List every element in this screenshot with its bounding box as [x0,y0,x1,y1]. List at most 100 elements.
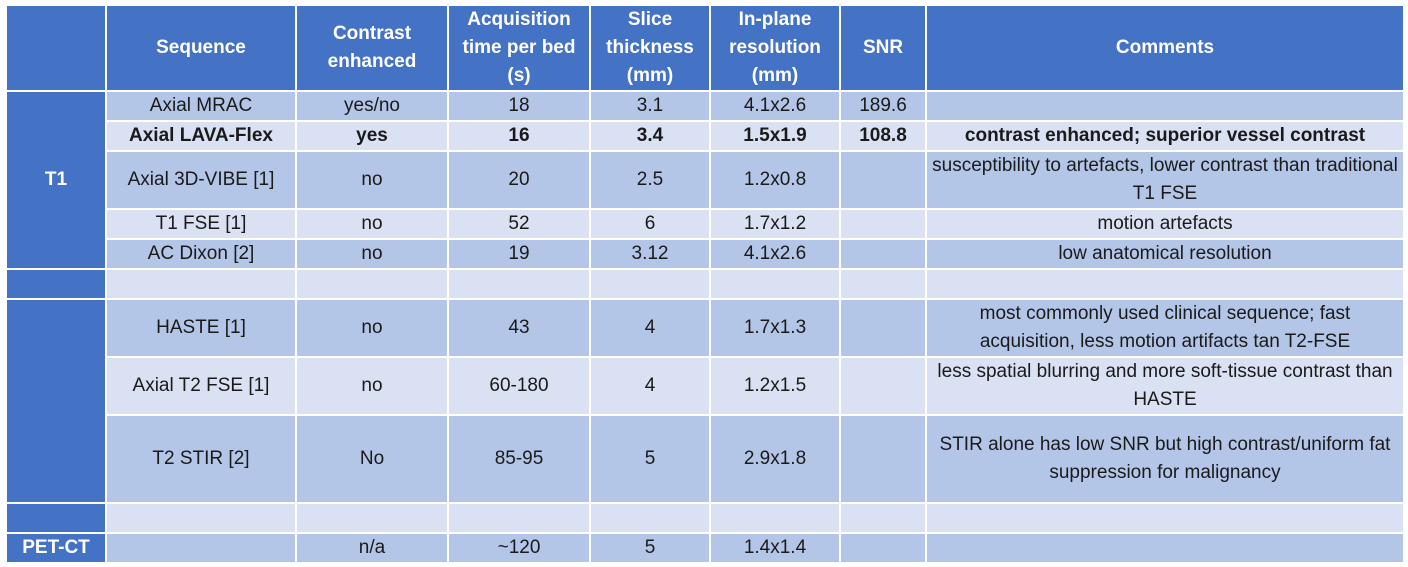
cell-resolution: 4.1x2.6 [709,238,841,270]
cell-resolution: 1.7x1.2 [709,208,841,240]
cell-resolution: 2.9x1.8 [709,414,841,504]
header-sequence: Sequence [105,4,297,92]
cell-comments: low anatomical resolution [925,238,1405,270]
cell-acquisition-time: 18 [447,90,591,122]
cell-comments: motion artefacts [925,208,1405,240]
empty-cell [709,502,841,534]
cell-comments: STIR alone has low SNR but high contrast… [925,414,1405,504]
cell-contrast: yes/no [295,90,449,122]
cell-slice-thickness: 3.1 [589,90,711,122]
cell-snr: 189.6 [839,90,927,122]
table-row: T1 Axial MRAC yes/no 18 3.1 4.1x2.6 189.… [5,90,1405,270]
cell-snr [839,356,927,416]
header-snr: SNR [839,4,927,92]
cell-acquisition-time: 85-95 [447,414,591,504]
cell-slice-thickness: 2.5 [589,150,711,210]
cell-slice-thickness: 3.4 [589,120,711,152]
cell-comments: less spatial blurring and more soft-tiss… [925,356,1405,416]
group-label-petct: PET-CT [5,532,107,564]
cell-acquisition-time: 19 [447,238,591,270]
cell-slice-thickness: 4 [589,356,711,416]
cell-resolution: 4.1x2.6 [709,90,841,122]
cell-sequence: T2 STIR [2] [105,414,297,504]
cell-resolution: 1.4x1.4 [709,532,841,564]
cell-sequence: Axial 3D-VIBE [1] [105,150,297,210]
cell-slice-thickness: 5 [589,414,711,504]
cell-resolution: 1.2x0.8 [709,150,841,210]
table-row: Axial LAVA-Flex yes 16 3.4 1.5x1.9 108.8… [6,120,1405,152]
group-spacer [5,502,107,534]
cell-acquisition-time: ~120 [447,532,591,564]
cell-contrast: no [295,208,449,240]
cell-snr [839,208,927,240]
sequence-comparison-table: Sequence Contrast enhanced Acquisition t… [5,4,1405,564]
table-row: T1 FSE [1] no 52 6 1.7x1.2 motion artefa… [6,208,1405,240]
cell-comments: most commonly used clinical sequence; fa… [925,298,1405,358]
cell-comments [925,532,1405,564]
group-label-t2 [5,298,107,504]
group-spacer [5,268,107,300]
table-row: PET-CT n/a ~120 5 1.4x1.4 [5,532,1405,564]
cell-acquisition-time: 20 [447,150,591,210]
cell-slice-thickness: 6 [589,208,711,240]
cell-comments: susceptibility to artefacts, lower contr… [925,150,1405,210]
table-row: HASTE [1] no 43 4 1.7x1.3 most commonly … [5,298,1405,504]
cell-snr [839,150,927,210]
empty-cell [447,502,591,534]
empty-cell [589,502,711,534]
header-comments: Comments [925,4,1405,92]
cell-contrast: n/a [295,532,449,564]
cell-resolution: 1.7x1.3 [709,298,841,358]
empty-cell [925,502,1405,534]
cell-acquisition-time: 52 [447,208,591,240]
cell-sequence: HASTE [1] [105,298,297,358]
cell-contrast: no [295,356,449,416]
cell-sequence: AC Dixon [2] [105,238,297,270]
cell-sequence: Axial LAVA-Flex [105,120,297,152]
cell-contrast: no [295,238,449,270]
table-row: Axial T2 FSE [1] no 60-180 4 1.2x1.5 les… [6,356,1405,416]
empty-cell [295,502,449,534]
table-row: T2 STIR [2] No 85-95 5 2.9x1.8 STIR alon… [6,414,1405,504]
cell-contrast: no [295,150,449,210]
cell-snr [839,298,927,358]
table-row: AC Dixon [2] no 19 3.12 4.1x2.6 low anat… [6,238,1405,270]
cell-snr [839,532,927,564]
empty-cell [105,502,297,534]
spacer-row [5,502,1405,534]
cell-sequence: Axial T2 FSE [1] [105,356,297,416]
cell-slice-thickness: 5 [589,532,711,564]
header-resolution: In-plane resolution (mm) [709,4,841,92]
empty-cell [105,268,297,300]
spacer-row [5,268,1405,300]
empty-cell [709,268,841,300]
cell-snr [839,238,927,270]
cell-sequence [105,532,297,564]
empty-cell [447,268,591,300]
cell-acquisition-time: 60-180 [447,356,591,416]
empty-cell [295,268,449,300]
cell-acquisition-time: 43 [447,298,591,358]
header-acquisition-time: Acquisition time per bed (s) [447,4,591,92]
cell-snr [839,414,927,504]
cell-comments [925,90,1405,122]
cell-slice-thickness: 4 [589,298,711,358]
table-row: Axial 3D-VIBE [1] no 20 2.5 1.2x0.8 susc… [6,150,1405,210]
cell-resolution: 1.2x1.5 [709,356,841,416]
cell-contrast: yes [295,120,449,152]
cell-snr: 108.8 [839,120,927,152]
header-slice-thickness: Slice thickness (mm) [589,4,711,92]
header-group [5,4,107,92]
empty-cell [839,502,927,534]
cell-comments: contrast enhanced; superior vessel contr… [925,120,1405,152]
header-contrast: Contrast enhanced [295,4,449,92]
group-label-t1: T1 [5,90,107,270]
empty-cell [925,268,1405,300]
cell-slice-thickness: 3.12 [589,238,711,270]
cell-contrast: no [295,298,449,358]
cell-contrast: No [295,414,449,504]
cell-sequence: Axial MRAC [105,90,297,122]
cell-sequence: T1 FSE [1] [105,208,297,240]
empty-cell [839,268,927,300]
cell-resolution: 1.5x1.9 [709,120,841,152]
